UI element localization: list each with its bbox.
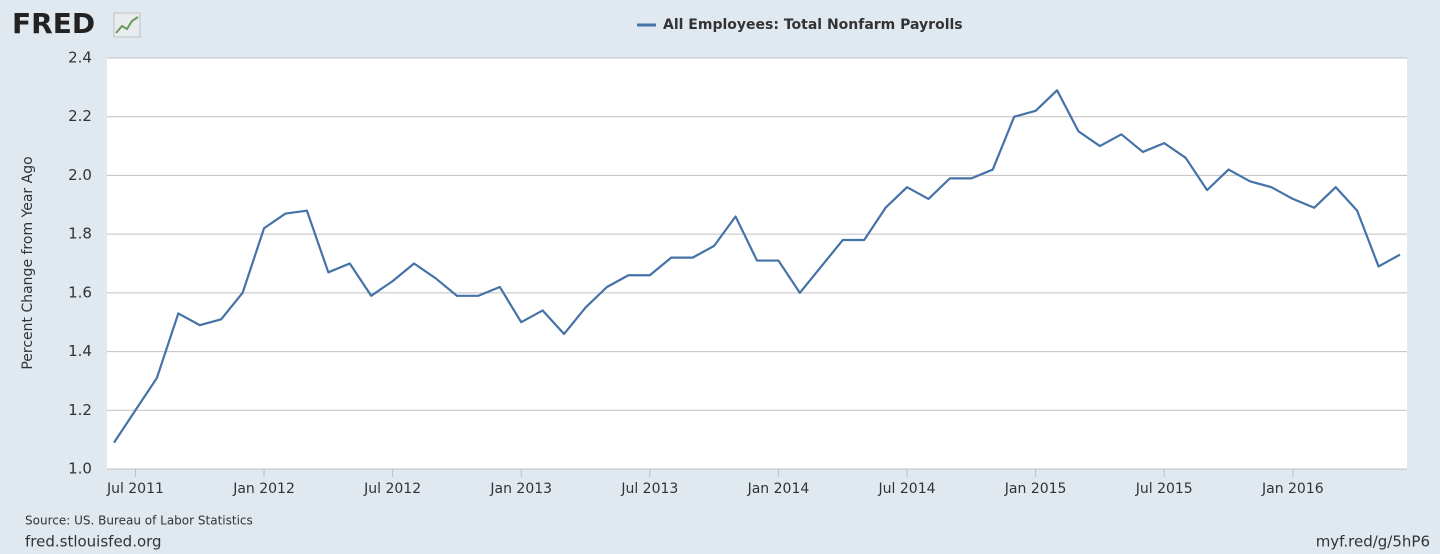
x-tick-label: Jul 2015 — [1135, 481, 1193, 497]
y-tick-label: 1.2 — [68, 401, 92, 419]
x-tick-label: Jul 2012 — [363, 481, 421, 497]
x-tick-label: Jan 2015 — [1004, 481, 1067, 497]
legend-label: All Employees: Total Nonfarm Payrolls — [663, 17, 963, 33]
y-tick-label: 2.2 — [68, 107, 92, 125]
y-tick-label: 1.8 — [68, 225, 92, 243]
y-tick-label: 2.4 — [68, 49, 92, 67]
logo-icon — [113, 12, 141, 38]
y-tick-label: 2.0 — [68, 166, 92, 184]
short-link[interactable]: myf.red/g/5hP6 — [1316, 533, 1430, 551]
x-tick-label: Jan 2014 — [747, 481, 810, 497]
source: Source: US. Bureau of Labor Statistics — [25, 514, 253, 528]
site-link[interactable]: fred.stlouisfed.org — [25, 533, 162, 551]
data-line — [113, 89, 1401, 444]
plot-area — [107, 58, 1407, 469]
x-tick-label: Jul 2013 — [620, 481, 678, 497]
y-tick-label: 1.6 — [68, 283, 92, 301]
y-tick-label: 1.0 — [68, 460, 92, 478]
logo[interactable]: FRED — [12, 7, 95, 40]
y-axis-label: Percent Change from Year Ago — [20, 156, 36, 369]
x-tick-label: Jan 2012 — [232, 481, 295, 497]
x-tick-label: Jul 2011 — [106, 481, 164, 497]
x-tick-label: Jan 2016 — [1261, 481, 1324, 497]
y-tick-label: 1.4 — [68, 342, 92, 360]
x-tick-label: Jan 2013 — [489, 481, 552, 497]
x-tick-label: Jul 2014 — [878, 481, 936, 497]
logo-icon-line — [115, 16, 139, 34]
